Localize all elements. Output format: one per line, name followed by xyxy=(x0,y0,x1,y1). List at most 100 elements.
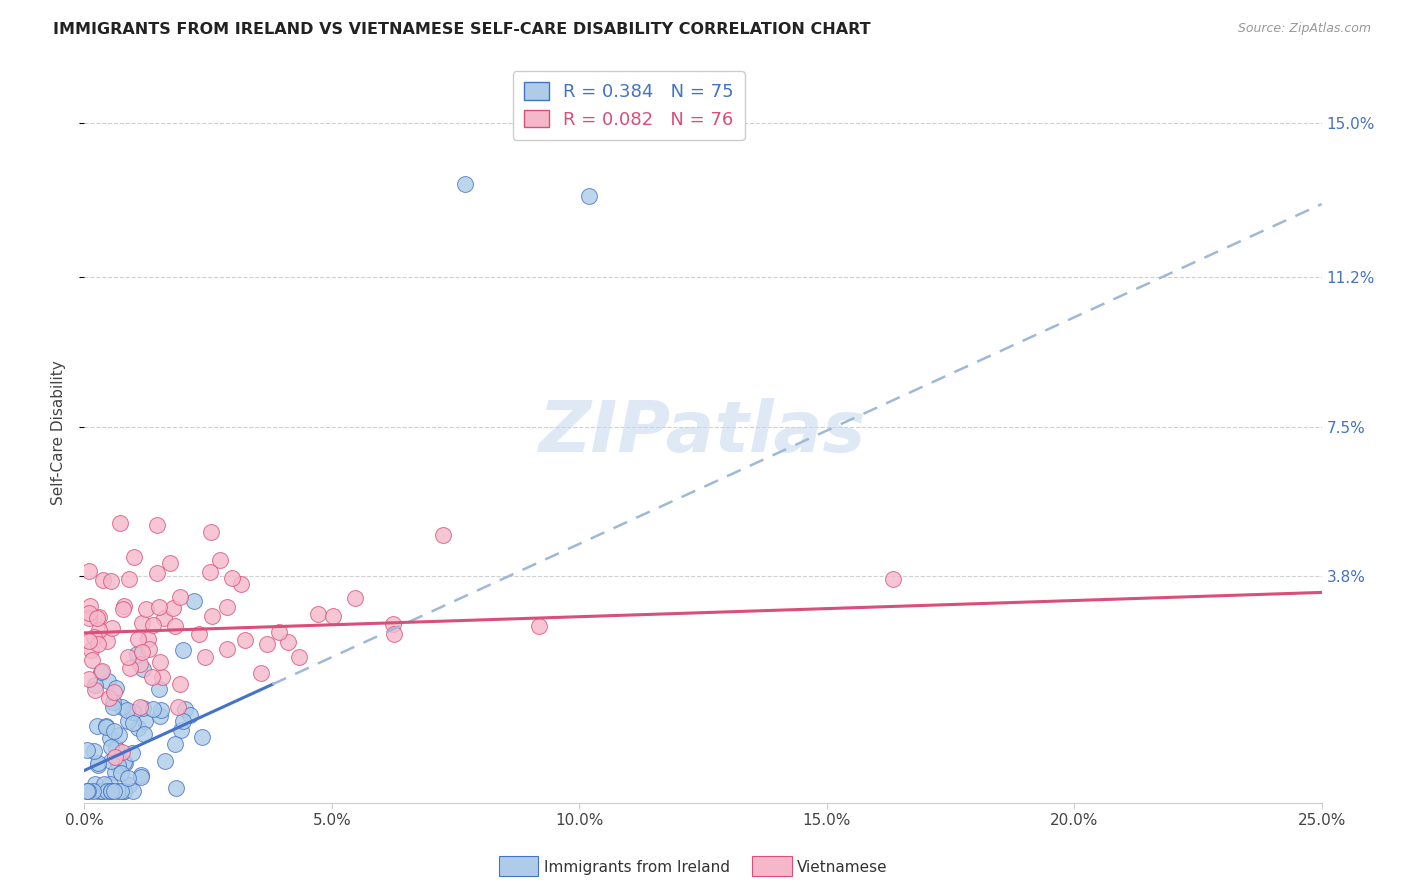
Point xyxy=(83,631,105,645)
Point xyxy=(169,677,191,691)
Point xyxy=(96,783,118,797)
Point xyxy=(150,670,173,684)
Point xyxy=(201,609,224,624)
Point xyxy=(165,619,187,633)
Text: Source: ZipAtlas.com: Source: ZipAtlas.com xyxy=(1237,22,1371,36)
Point xyxy=(108,728,131,742)
Point xyxy=(166,700,188,714)
Point xyxy=(104,765,127,780)
Point xyxy=(322,609,344,624)
Point xyxy=(136,632,159,646)
Point xyxy=(578,189,600,203)
Point xyxy=(100,783,122,797)
Point xyxy=(267,625,290,640)
Point xyxy=(307,607,329,621)
Point xyxy=(94,719,117,733)
Point xyxy=(84,678,107,692)
Point xyxy=(141,670,163,684)
Point xyxy=(83,744,105,758)
Point xyxy=(76,783,98,797)
Point xyxy=(79,672,101,686)
Point xyxy=(96,633,118,648)
Text: ZIPatlas: ZIPatlas xyxy=(540,398,866,467)
Point xyxy=(101,621,124,635)
Point xyxy=(174,701,197,715)
Point xyxy=(194,650,217,665)
Point xyxy=(121,746,143,760)
Point xyxy=(90,665,112,680)
Point xyxy=(83,682,105,697)
Point xyxy=(191,730,214,744)
Point xyxy=(127,722,149,736)
Point xyxy=(150,703,173,717)
Point xyxy=(91,783,114,797)
Point xyxy=(100,783,122,797)
Point xyxy=(233,633,256,648)
Point xyxy=(103,699,125,714)
Point xyxy=(149,656,172,670)
Point xyxy=(131,662,153,676)
Point xyxy=(98,776,121,790)
Point xyxy=(84,776,107,790)
Point xyxy=(155,754,177,768)
Point xyxy=(93,777,115,791)
Point xyxy=(149,709,172,723)
Point xyxy=(148,682,170,697)
Point xyxy=(87,624,110,638)
Point xyxy=(100,574,122,588)
Point xyxy=(118,778,141,792)
Point xyxy=(110,783,132,797)
Point xyxy=(110,765,132,780)
Point xyxy=(146,566,169,580)
Point xyxy=(100,740,122,755)
Point xyxy=(103,723,125,738)
Point xyxy=(117,703,139,717)
Point xyxy=(250,666,273,681)
Point xyxy=(91,783,114,797)
Point xyxy=(288,650,311,665)
Point xyxy=(103,684,125,698)
Point xyxy=(101,695,124,709)
Point xyxy=(132,701,155,715)
Point xyxy=(87,636,110,650)
Point xyxy=(114,756,136,770)
Point xyxy=(79,564,101,578)
Point xyxy=(87,783,110,797)
Point xyxy=(165,780,187,795)
Text: IMMIGRANTS FROM IRELAND VS VIETNAMESE SELF-CARE DISABILITY CORRELATION CHART: IMMIGRANTS FROM IRELAND VS VIETNAMESE SE… xyxy=(53,22,872,37)
Legend: R = 0.384   N = 75, R = 0.082   N = 76: R = 0.384 N = 75, R = 0.082 N = 76 xyxy=(513,71,745,140)
Point xyxy=(277,635,299,649)
Point xyxy=(121,715,143,730)
Point xyxy=(882,573,904,587)
Point xyxy=(112,756,135,770)
Point xyxy=(91,664,114,678)
Point xyxy=(94,720,117,734)
Point xyxy=(134,714,156,728)
Point xyxy=(135,601,157,615)
Point xyxy=(112,783,135,797)
Point xyxy=(131,768,153,782)
Point xyxy=(122,706,145,720)
Point xyxy=(76,783,98,797)
Text: Vietnamese: Vietnamese xyxy=(797,860,887,874)
Point xyxy=(111,745,134,759)
Point xyxy=(131,616,153,631)
Point xyxy=(129,699,152,714)
Point xyxy=(382,627,405,641)
Point xyxy=(527,619,550,633)
Point xyxy=(80,653,103,667)
Point xyxy=(97,691,120,706)
Point xyxy=(79,606,101,620)
Point xyxy=(200,524,222,539)
Point xyxy=(79,599,101,614)
Point xyxy=(217,642,239,657)
Point xyxy=(76,783,98,797)
Point xyxy=(162,600,184,615)
Point xyxy=(118,661,141,675)
Point xyxy=(122,783,145,797)
Point xyxy=(229,576,252,591)
Point xyxy=(87,609,110,624)
Point xyxy=(170,723,193,738)
Point xyxy=(138,641,160,656)
Point xyxy=(108,516,131,530)
